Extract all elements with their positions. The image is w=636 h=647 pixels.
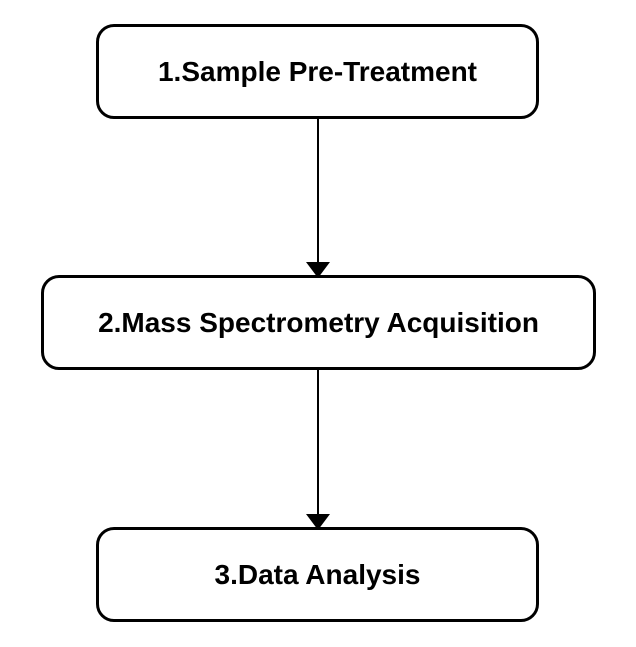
flowchart-container: 1.Sample Pre-Treatment 2.Mass Spectromet…	[0, 0, 636, 647]
flowchart-edge-2-arrow	[306, 514, 330, 530]
flowchart-edge-1-line	[317, 119, 319, 263]
flowchart-node-1: 1.Sample Pre-Treatment	[96, 24, 539, 119]
node-label: 3.Data Analysis	[215, 559, 421, 591]
flowchart-edge-1-arrow	[306, 262, 330, 278]
node-label: 2.Mass Spectrometry Acquisition	[98, 307, 539, 339]
node-label: 1.Sample Pre-Treatment	[158, 56, 477, 88]
flowchart-edge-2-line	[317, 370, 319, 515]
flowchart-node-3: 3.Data Analysis	[96, 527, 539, 622]
flowchart-node-2: 2.Mass Spectrometry Acquisition	[41, 275, 596, 370]
